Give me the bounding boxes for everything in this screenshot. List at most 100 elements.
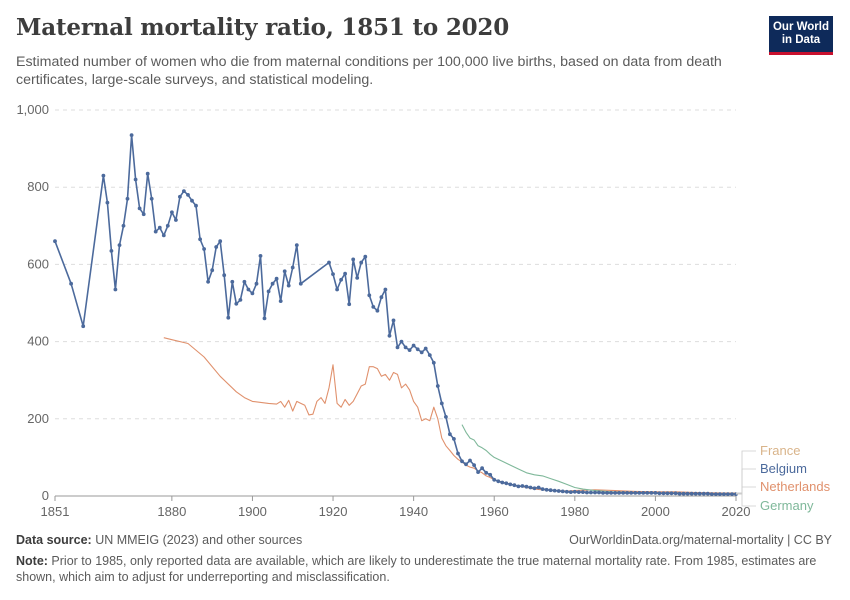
data-point-belgium (331, 272, 335, 276)
data-point-belgium (657, 491, 662, 496)
data-point-belgium (701, 491, 706, 496)
data-point-belgium (423, 346, 428, 351)
owid-logo[interactable]: Our World in Data (769, 16, 833, 55)
data-point-belgium (165, 223, 170, 228)
data-point-belgium (629, 491, 634, 495)
data-point-belgium (282, 269, 287, 274)
data-point-belgium (399, 339, 404, 344)
logo-line-1: Our World (772, 21, 829, 33)
y-tick-label: 0 (42, 488, 49, 503)
data-point-belgium (214, 245, 219, 249)
data-point-belgium (464, 462, 468, 467)
data-point-belgium (286, 283, 291, 288)
data-point-belgium (403, 345, 408, 350)
x-tick-label: 1900 (238, 504, 267, 519)
data-point-belgium (419, 350, 424, 355)
data-point-belgium (113, 287, 118, 292)
data-point-belgium (69, 281, 73, 286)
data-point-belgium (387, 333, 392, 338)
data-point-belgium (468, 458, 472, 463)
legend-label-netherlands[interactable]: Netherlands (760, 479, 831, 494)
legend-connector (736, 493, 756, 507)
data-point-belgium (431, 360, 436, 365)
data-point-belgium (488, 472, 493, 477)
data-point-belgium (359, 260, 364, 265)
x-tick-label: 1960 (480, 504, 509, 519)
data-point-belgium (351, 257, 356, 262)
data-point-belgium (198, 237, 203, 242)
data-point-belgium (718, 492, 722, 496)
source-url-link[interactable]: OurWorldinData.org/maternal-mortality | … (569, 533, 832, 547)
data-point-belgium (254, 281, 259, 286)
data-point-belgium (379, 295, 384, 300)
note-text: Prior to 1985, only reported data are av… (16, 554, 817, 584)
data-point-belgium (327, 260, 331, 265)
data-point-belgium (391, 318, 396, 323)
data-point-belgium (641, 491, 646, 495)
data-point-belgium (202, 247, 207, 251)
data-point-belgium (452, 437, 456, 441)
data-point-belgium (613, 491, 617, 495)
data-point-belgium (512, 483, 517, 488)
data-point-belgium (593, 490, 597, 495)
data-point-belgium (407, 348, 412, 352)
x-axis: 1851 1880 1900 1920 1940 1960 1980 2000 2020 (41, 495, 750, 519)
data-point-belgium (170, 210, 174, 215)
data-point-belgium (435, 384, 440, 388)
data-point-belgium (270, 281, 275, 286)
data-point-belgium (383, 287, 388, 292)
data-point-belgium (141, 212, 146, 217)
data-point-belgium (500, 480, 505, 485)
y-tick-label: 600 (27, 256, 49, 271)
data-point-belgium (492, 477, 497, 482)
data-point-belgium (726, 492, 730, 496)
legend-connector (736, 468, 756, 495)
data-point-belgium (206, 279, 211, 284)
data-point-belgium (347, 302, 352, 307)
data-point-belgium (552, 488, 557, 493)
data-point-belgium (524, 484, 529, 489)
data-point-belgium (661, 491, 666, 496)
data-point-belgium (484, 470, 489, 475)
data-point-belgium (109, 249, 114, 253)
series-line-netherlands[interactable] (163, 337, 737, 494)
data-point-belgium (371, 305, 376, 309)
data-point-belgium (125, 196, 130, 201)
data-point-belgium (597, 490, 601, 495)
chart-subtitle: Estimated number of women who die from m… (16, 54, 722, 88)
series-line-belgium[interactable] (54, 134, 736, 495)
data-point-belgium (343, 271, 347, 276)
data-point-belgium (242, 279, 247, 284)
data-point-belgium (266, 289, 271, 294)
legend-label-france[interactable]: France (760, 443, 800, 458)
data-point-belgium (129, 133, 134, 138)
data-point-belgium (250, 291, 255, 296)
data-point-belgium (516, 484, 521, 489)
footer-note: Note: Prior to 1985, only reported data … (16, 553, 831, 585)
legend-label-germany[interactable]: Germany (760, 498, 814, 513)
data-point-belgium (53, 239, 57, 244)
data-point-belgium (182, 189, 186, 194)
data-point-belgium (677, 491, 682, 496)
data-point-belgium (653, 491, 658, 495)
source-label: Data source: (16, 533, 92, 547)
data-point-belgium (174, 218, 178, 222)
data-point-belgium (153, 229, 158, 234)
data-point-belgium (581, 490, 585, 494)
y-tick-label: 1,000 (16, 102, 49, 117)
x-tick-label: 1851 (41, 504, 70, 519)
data-point-belgium (693, 491, 698, 496)
data-point-belgium (568, 490, 573, 494)
data-point-belgium (194, 203, 198, 208)
data-point-belgium (681, 491, 686, 496)
data-point-belgium (544, 487, 549, 492)
data-point-belgium (117, 243, 122, 248)
data-point-belgium (105, 200, 110, 205)
data-point-belgium (576, 490, 581, 494)
data-point-belgium (145, 171, 150, 176)
data-point-belgium (669, 491, 674, 496)
data-point-belgium (520, 484, 525, 488)
legend-label-belgium[interactable]: Belgium (760, 461, 807, 476)
logo-line-2: in Data (781, 34, 821, 46)
y-tick-label: 200 (27, 411, 49, 426)
